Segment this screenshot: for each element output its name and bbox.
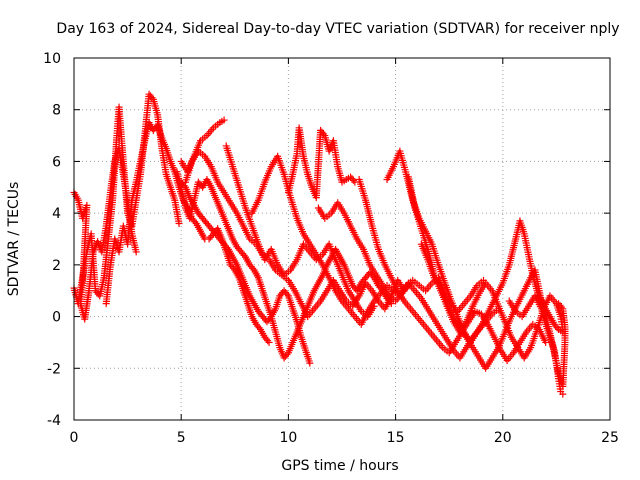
data-point-interp (283, 350, 291, 358)
series-track-10 (284, 124, 359, 202)
data-point (265, 338, 273, 346)
series-track-16 (505, 292, 569, 390)
data-point-interp (223, 244, 231, 252)
data-point (175, 219, 183, 227)
x-tick-label: 15 (387, 430, 405, 446)
y-tick-label: 6 (52, 154, 61, 170)
data-point-interp (191, 218, 199, 226)
data-point-interp (249, 264, 257, 272)
x-tick-label: 5 (177, 430, 186, 446)
series-track-8 (222, 142, 378, 321)
data-point (559, 390, 567, 398)
data-point-interp (553, 324, 561, 332)
x-axis-label: GPS time / hours (281, 458, 398, 474)
data-point-interp (283, 290, 291, 298)
data-point-interp (148, 94, 156, 102)
x-tick-label: 0 (70, 430, 79, 446)
y-tick-label: 2 (52, 258, 61, 274)
x-tick-label: 25 (601, 430, 619, 446)
y-tick-label: 4 (52, 206, 61, 222)
data-point-interp (319, 130, 327, 138)
data-point-interp (240, 251, 248, 259)
y-tick-label: -2 (47, 361, 61, 377)
data-point-interp (556, 301, 564, 309)
y-tick-label: -4 (47, 413, 61, 429)
data-point-interp (349, 176, 357, 184)
data-point-interp (229, 264, 237, 272)
data-point (555, 300, 563, 308)
data-point (220, 116, 228, 124)
y-tick-label: 10 (43, 51, 61, 67)
x-tick-label: 10 (279, 430, 297, 446)
y-tick-label: 0 (52, 310, 61, 326)
data-layer (70, 90, 569, 398)
data-point-interp (255, 324, 263, 332)
data-point-interp (264, 337, 272, 345)
x-tick-label: 20 (494, 430, 512, 446)
data-point (306, 359, 314, 367)
data-point (542, 338, 550, 346)
y-tick-label: 8 (52, 103, 61, 119)
series-track-2 (70, 90, 183, 308)
y-axis-label: SDTVAR / TECUs (6, 182, 22, 297)
data-point (132, 248, 140, 256)
plot-frame (73, 57, 611, 421)
series-track-6 (177, 116, 228, 176)
tick-layer: 0 5 10 15 20 25 -4 -2 0 2 4 6 8 10 (43, 51, 619, 446)
chart-title: Day 163 of 2024, Sidereal Day-to-day VTE… (56, 21, 619, 37)
series-track-5 (173, 168, 395, 362)
series-track-12 (355, 176, 550, 365)
